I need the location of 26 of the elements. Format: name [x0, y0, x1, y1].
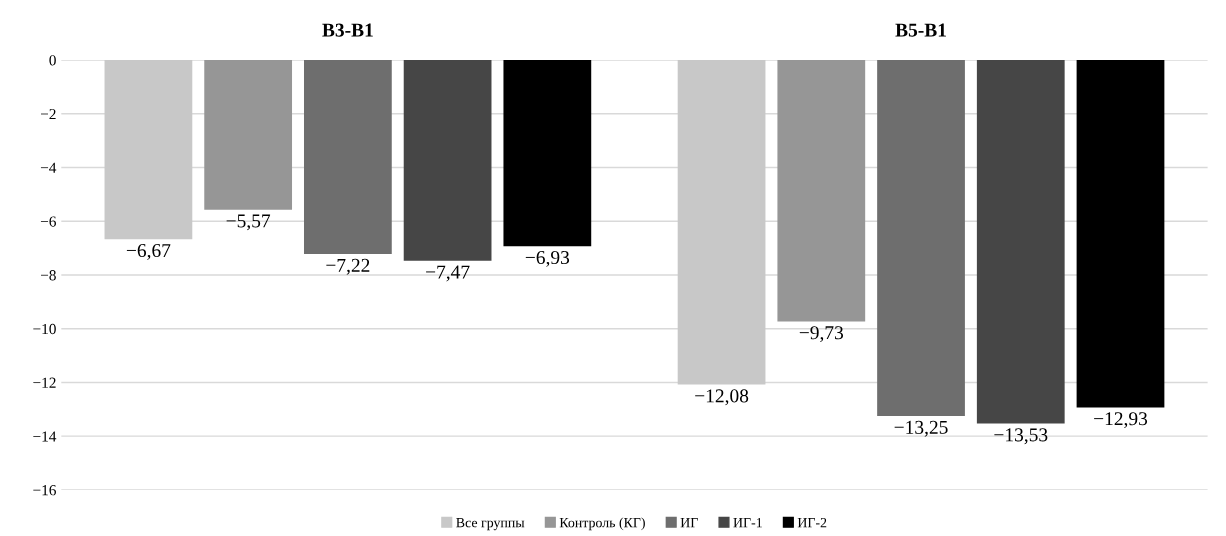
data-label: −13,25 [894, 420, 948, 437]
data-label: −7,47 [426, 265, 470, 282]
x-tick-label: В3-В1 [322, 23, 373, 37]
y-tick-label: −4 [40, 162, 57, 173]
legend-label: Все группы [456, 518, 525, 531]
y-tick-label: −12 [33, 377, 56, 388]
data-label: −6,93 [525, 251, 570, 267]
y-tick-label: −8 [40, 270, 56, 281]
y-tick-label: −6 [40, 216, 56, 227]
y-tick-label: −2 [40, 108, 56, 120]
data-label: −12,08 [695, 389, 749, 406]
y-tick-label: −16 [33, 485, 56, 496]
data-label: −9,73 [799, 326, 844, 343]
legend-label: ИГ-2 [797, 517, 827, 528]
y-tick-label: −10 [33, 323, 56, 335]
data-label: −12,93 [1094, 412, 1148, 429]
legend-label: ИГ-1 [733, 518, 762, 528]
legend-label: Контроль (КГ) [559, 517, 645, 531]
y-tick-label: 0 [49, 55, 56, 66]
data-label: −7,22 [326, 258, 370, 275]
data-label: −13,53 [994, 428, 1048, 445]
y-tick-label: −14 [33, 431, 57, 442]
data-label: −5,57 [226, 214, 271, 231]
data-label: −6,67 [126, 244, 171, 260]
x-tick-label: В5-В1 [895, 23, 946, 37]
legend-label: ИГ [680, 518, 698, 528]
